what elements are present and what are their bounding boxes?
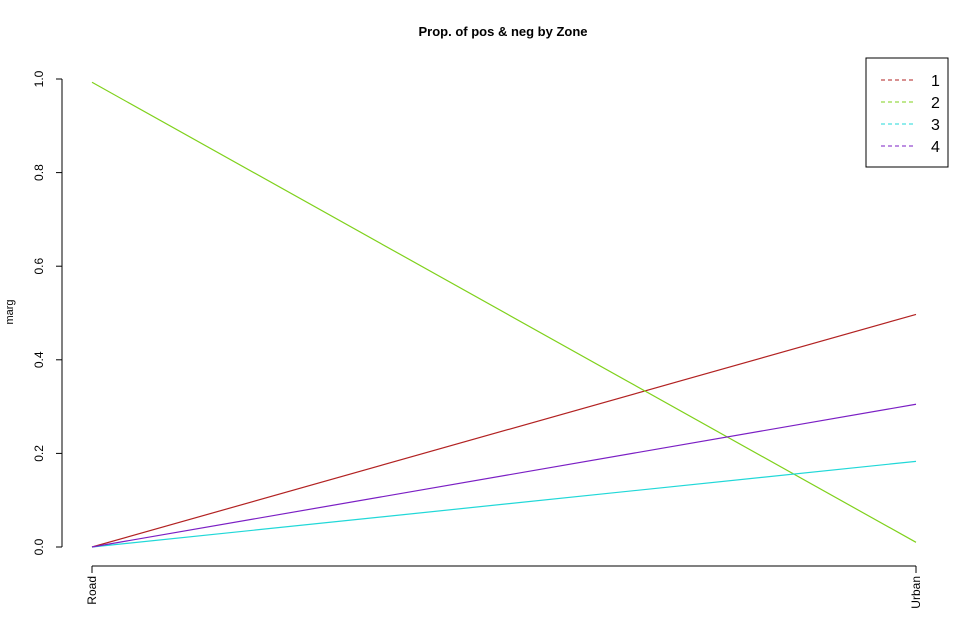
x-tick-label: Urban bbox=[909, 576, 923, 609]
chart-title: Prop. of pos & neg by Zone bbox=[419, 24, 588, 39]
series-line-1 bbox=[91, 313, 917, 548]
series-line-3 bbox=[91, 460, 917, 548]
y-axis-title: marg bbox=[4, 299, 16, 324]
x-axis: Road Urban bbox=[85, 565, 923, 609]
y-tick-label: 0.2 bbox=[32, 445, 46, 462]
y-tick-label: 0.4 bbox=[32, 351, 46, 368]
series-line-4 bbox=[91, 403, 917, 548]
legend: 1 2 3 4 bbox=[865, 57, 949, 168]
y-tick-label: 1.0 bbox=[32, 70, 46, 87]
legend-box bbox=[865, 57, 949, 168]
y-tick-label: 0.6 bbox=[32, 258, 46, 275]
series-lines bbox=[91, 81, 917, 548]
y-axis: 0.0 0.2 0.4 0.6 0.8 1.0 bbox=[32, 70, 63, 555]
series-line-2 bbox=[91, 81, 917, 543]
y-tick-label: 0.8 bbox=[32, 164, 46, 181]
legend-label: 2 bbox=[931, 95, 940, 112]
x-tick-label: Road bbox=[85, 576, 99, 605]
legend-label: 4 bbox=[931, 139, 940, 156]
y-tick-label: 0.0 bbox=[32, 538, 46, 555]
legend-label: 3 bbox=[931, 117, 940, 134]
legend-label: 1 bbox=[931, 73, 940, 90]
